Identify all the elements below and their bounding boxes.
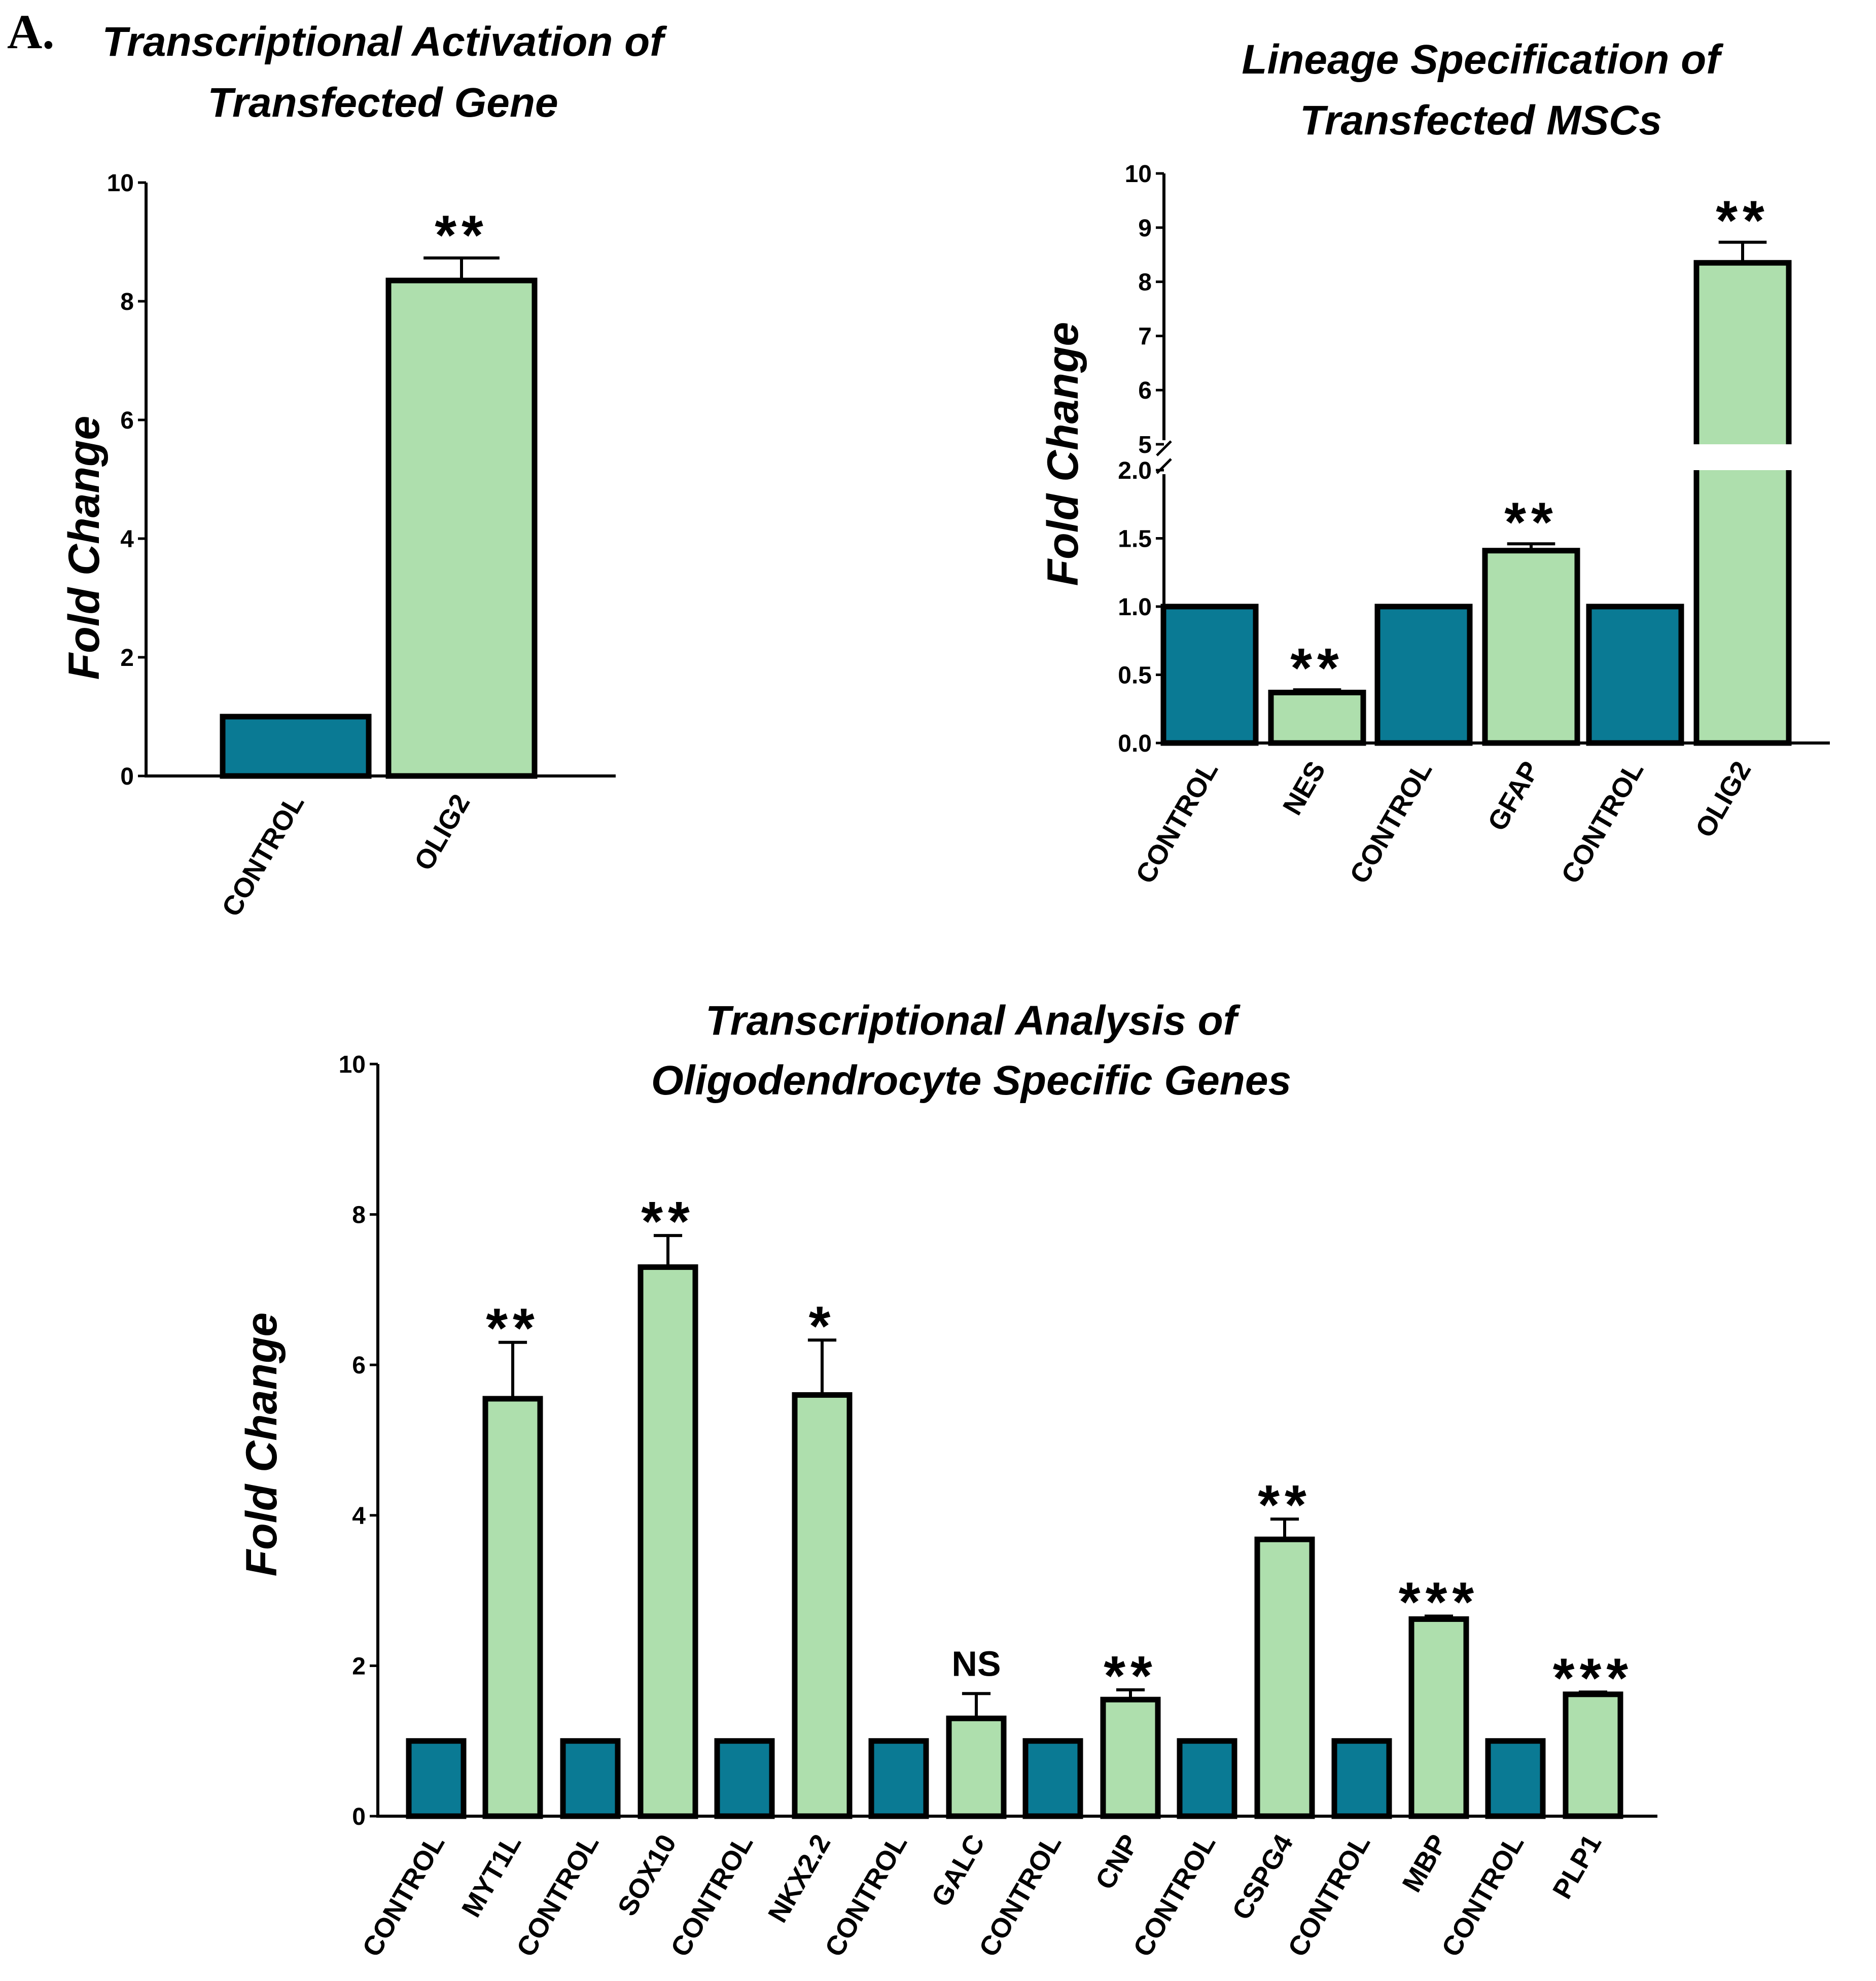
y-tick-label: 4: [352, 1503, 366, 1530]
bar-cspg4-11: [1254, 1536, 1315, 1819]
significance-marker: ***: [1399, 1571, 1479, 1634]
significance-marker: **: [1716, 190, 1769, 252]
chart-title-line: Lineage Specification of: [1242, 37, 1724, 83]
y-tick-label: 10: [1125, 161, 1152, 188]
bar-control-2: [560, 1738, 621, 1819]
bar-myt1l-1: [482, 1396, 543, 1819]
x-tick-label: OLIG2: [408, 789, 476, 875]
bar-control-10: [1177, 1738, 1237, 1819]
y-tick-label: 0: [120, 763, 134, 790]
bar-galc-7: [946, 1715, 1007, 1819]
bar-mbp-13: [1408, 1616, 1469, 1819]
y-tick-label: 2: [120, 645, 134, 671]
bar-olig2-5: [1693, 260, 1792, 746]
bar-control-0: [220, 714, 372, 779]
bar-control-12: [1331, 1738, 1392, 1819]
x-tick-label: NKX2.2: [762, 1829, 837, 1928]
x-tick-label: CONTROL: [216, 789, 310, 922]
bar-control-4: [1586, 604, 1684, 746]
significance-marker: **: [1104, 1645, 1157, 1707]
significance-marker: **: [1504, 491, 1558, 553]
x-tick-label: GALC: [926, 1829, 990, 1912]
x-tick-label: PLP1: [1547, 1829, 1607, 1904]
bar-control-14: [1485, 1738, 1546, 1819]
significance-marker: **: [1290, 637, 1344, 699]
y-tick-label: 8: [1138, 269, 1152, 296]
x-tick-label: SOX10: [612, 1829, 682, 1921]
y-tick-label: 2: [352, 1653, 366, 1680]
y-tick-label: 8: [120, 289, 134, 315]
y-tick-label: 10: [107, 170, 134, 197]
x-tick-label: MYT1L: [456, 1829, 527, 1922]
y-tick-label: 6: [352, 1352, 366, 1379]
chart-title-line: Transcriptional Analysis of: [705, 998, 1241, 1044]
bar-cnp-9: [1100, 1696, 1161, 1819]
bar-nkx2-2-5: [792, 1392, 853, 1819]
x-tick-label: OLIG2: [1689, 756, 1757, 842]
x-tick-label: CNP: [1089, 1829, 1145, 1895]
significance-marker: NS: [951, 1644, 1001, 1683]
bar-nes-1: [1268, 689, 1366, 746]
chart-title-line: Transfected Gene: [207, 80, 558, 126]
significance-marker: **: [486, 1297, 540, 1360]
y-axis-label: Fold Change: [1039, 322, 1087, 586]
bar-control-2: [1374, 604, 1473, 746]
y-tick-label: 4: [120, 526, 134, 553]
y-tick-label: 1.0: [1118, 594, 1152, 621]
bar-control-8: [1022, 1738, 1083, 1819]
axis-break-mark: [1156, 440, 1172, 456]
chart-title-line: Transfected MSCs: [1300, 97, 1662, 144]
x-tick-label: CSPG4: [1226, 1829, 1299, 1925]
significance-marker: *: [809, 1295, 836, 1357]
y-tick-label: 9: [1138, 215, 1152, 242]
chart-title-line: Oligodendrocyte Specific Genes: [651, 1057, 1291, 1104]
y-tick-label: 6: [1138, 377, 1152, 404]
bar-control-6: [868, 1738, 929, 1819]
x-tick-label: CONTROL: [1130, 756, 1224, 889]
significance-marker: **: [435, 204, 488, 267]
y-tick-label: 2.0: [1118, 457, 1152, 484]
chart-title-line: Transcriptional Activation of: [102, 19, 667, 65]
panel-label: A.: [7, 5, 54, 59]
chart-lineage-specification: Lineage Specification of Transfected MSCs…: [1039, 37, 1830, 889]
bar-control-0: [1160, 604, 1259, 746]
y-tick-label: 7: [1138, 323, 1152, 350]
x-tick-label: CONTROL: [1344, 756, 1438, 889]
y-axis-label: Fold Change: [60, 416, 109, 680]
x-tick-label: CONTROL: [357, 1829, 450, 1962]
x-tick-label: NES: [1277, 756, 1331, 820]
y-tick-label: 0: [352, 1803, 366, 1830]
bar-control-4: [714, 1738, 775, 1819]
significance-marker: ***: [1553, 1647, 1633, 1709]
x-tick-label: GFAP: [1482, 756, 1545, 836]
bar-gfap-3: [1482, 548, 1580, 746]
bar-plp1-15: [1563, 1691, 1623, 1819]
x-tick-label: CONTROL: [511, 1829, 605, 1962]
y-tick-label: 6: [120, 407, 134, 434]
significance-marker: **: [641, 1190, 695, 1253]
chart-olig2-activation: Transcriptional Activation of Transfected…: [60, 19, 667, 922]
bar-sox10-3: [638, 1264, 698, 1819]
y-tick-label: 0.0: [1118, 730, 1152, 757]
y-tick-label: 10: [339, 1051, 366, 1078]
bar-control-0: [406, 1738, 467, 1819]
y-tick-label: 1.5: [1118, 526, 1152, 553]
bar-break-gap: [1692, 444, 1793, 470]
x-tick-label: CONTROL: [1555, 756, 1649, 889]
x-tick-label: MBP: [1396, 1829, 1453, 1897]
chart-oligodendrocyte-genes: Transcriptional Analysis of Oligodendrocy…: [237, 998, 1657, 1962]
y-tick-label: 5: [1138, 432, 1152, 458]
y-tick-label: 0.5: [1118, 662, 1152, 689]
bar-olig2-1: [385, 277, 538, 779]
y-tick-label: 8: [352, 1202, 366, 1229]
y-axis-label: Fold Change: [237, 1313, 286, 1577]
significance-marker: **: [1258, 1474, 1312, 1536]
